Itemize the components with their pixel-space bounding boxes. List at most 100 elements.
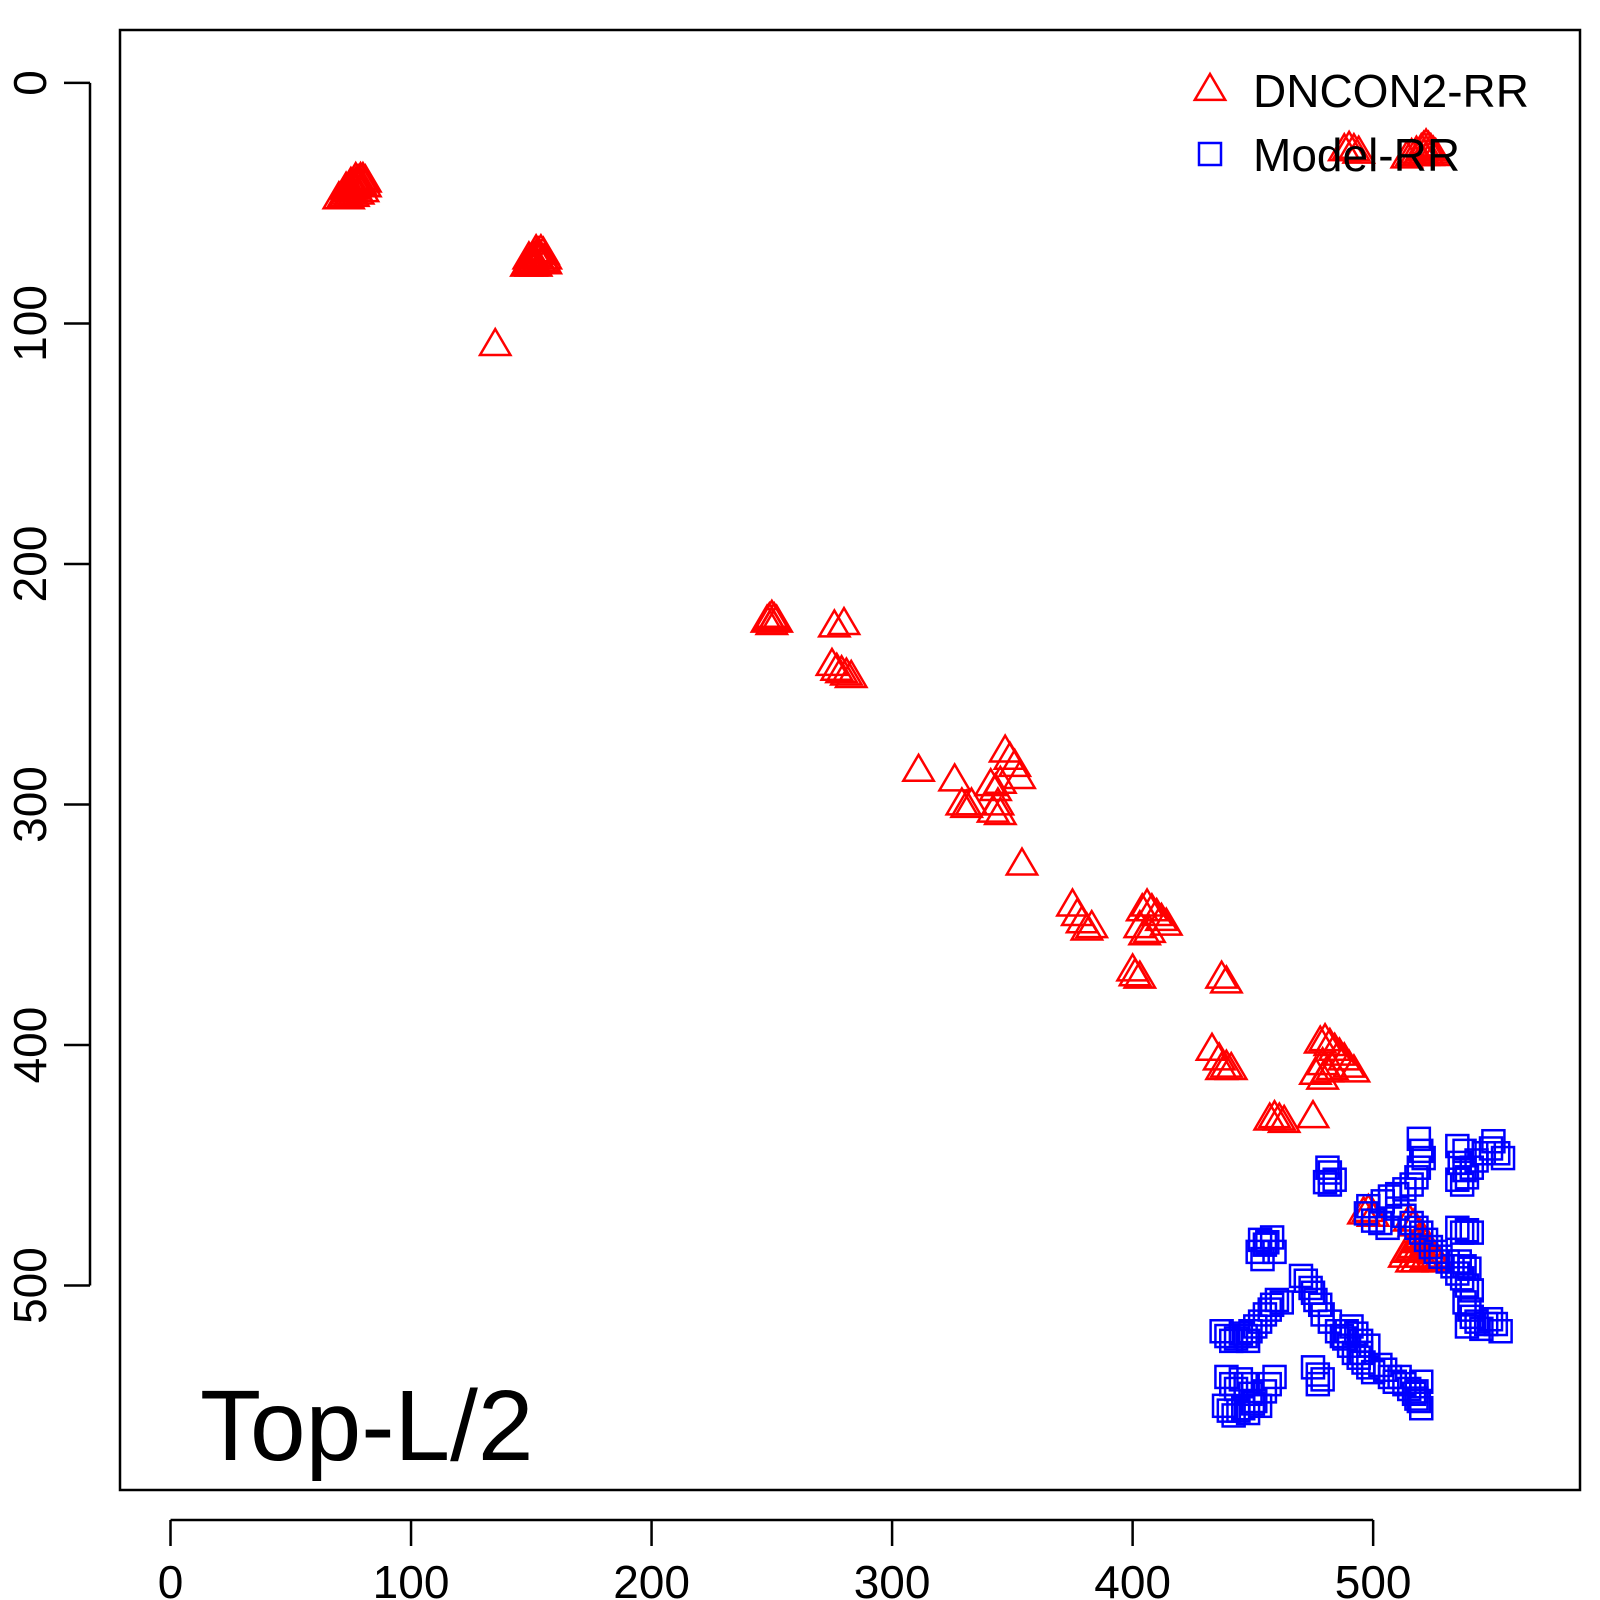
data-point-triangle bbox=[949, 788, 985, 819]
data-point-triangle bbox=[754, 605, 790, 636]
data-point-square bbox=[1252, 1232, 1278, 1257]
data-point-square bbox=[1454, 1314, 1480, 1339]
data-point-triangle bbox=[333, 165, 369, 196]
data-point-triangle bbox=[1209, 1048, 1244, 1078]
data-point-triangle bbox=[1144, 901, 1179, 932]
data-point-triangle bbox=[829, 656, 864, 686]
data-point-triangle bbox=[340, 167, 376, 198]
data-point-square bbox=[1406, 1388, 1432, 1414]
x-tick-label: 100 bbox=[373, 1556, 450, 1600]
data-point-square bbox=[1255, 1230, 1280, 1255]
data-point-square bbox=[1262, 1239, 1287, 1265]
data-point-triangle bbox=[1209, 964, 1244, 994]
data-point-triangle bbox=[826, 605, 862, 636]
legend-label: DNCON2-RR bbox=[1253, 65, 1529, 117]
data-point-square bbox=[1231, 1395, 1256, 1421]
data-point-square bbox=[1233, 1323, 1258, 1349]
data-point-square bbox=[1449, 1172, 1475, 1197]
data-point-triangle bbox=[1127, 915, 1163, 946]
data-point-square bbox=[1406, 1155, 1432, 1180]
data-point-triangle bbox=[997, 747, 1033, 778]
data-point-triangle bbox=[1117, 956, 1153, 987]
series-dncon2-rr bbox=[321, 126, 1456, 1273]
data-point-square bbox=[1218, 1328, 1244, 1354]
data-point-triangle bbox=[1331, 129, 1367, 160]
data-point-triangle bbox=[1336, 1053, 1372, 1083]
data-point-square bbox=[1411, 1145, 1436, 1171]
data-point-triangle bbox=[824, 653, 859, 684]
data-point-square bbox=[1238, 1319, 1263, 1344]
data-point-square bbox=[1454, 1217, 1480, 1243]
series-layer bbox=[321, 126, 1516, 1428]
data-point-square bbox=[1399, 1172, 1424, 1197]
x-axis: 0 100 200 300 400 500 bbox=[158, 1518, 1412, 1600]
data-point-square bbox=[1310, 1367, 1335, 1392]
data-point-square bbox=[1452, 1254, 1477, 1279]
data-point-square bbox=[1269, 1290, 1294, 1315]
data-point-square bbox=[1264, 1287, 1290, 1313]
data-point-triangle bbox=[525, 242, 561, 273]
data-point-triangle bbox=[1148, 906, 1184, 936]
data-point-square bbox=[1445, 1215, 1470, 1241]
data-point-square bbox=[1226, 1398, 1251, 1423]
data-point-square bbox=[1447, 1249, 1472, 1274]
data-point-square bbox=[1457, 1256, 1482, 1281]
data-point-square bbox=[1490, 1145, 1516, 1171]
legend-marker-square bbox=[1197, 141, 1223, 167]
data-point-triangle bbox=[1201, 1040, 1237, 1071]
data-point-square bbox=[1334, 1319, 1359, 1344]
data-point-square bbox=[1257, 1371, 1282, 1397]
y-tick-label: 400 bbox=[4, 1007, 56, 1084]
data-point-triangle bbox=[1305, 1060, 1341, 1090]
data-point-square bbox=[1329, 1323, 1355, 1349]
data-point-triangle bbox=[518, 232, 554, 263]
data-point-square bbox=[1409, 1395, 1434, 1421]
data-point-square bbox=[1317, 1172, 1343, 1197]
data-point-square bbox=[1322, 1167, 1347, 1192]
data-point-triangle bbox=[954, 786, 989, 816]
y-tick-label: 0 bbox=[4, 70, 56, 96]
x-tick-label: 300 bbox=[854, 1556, 931, 1600]
y-tick-label: 500 bbox=[4, 1247, 56, 1324]
data-point-square bbox=[1469, 1316, 1494, 1342]
series-model-rr bbox=[1209, 1126, 1516, 1428]
x-tick-label: 500 bbox=[1335, 1556, 1412, 1600]
data-point-square bbox=[1445, 1167, 1470, 1192]
data-point-square bbox=[1404, 1386, 1429, 1411]
data-point-triangle bbox=[1295, 1098, 1331, 1129]
data-point-square bbox=[1312, 1169, 1338, 1195]
data-point-square bbox=[1488, 1319, 1513, 1344]
data-point-triangle bbox=[1132, 913, 1167, 944]
data-point-square bbox=[1233, 1371, 1258, 1397]
data-point-triangle bbox=[1074, 908, 1110, 939]
data-point-square bbox=[1485, 1141, 1511, 1166]
legend: DNCON2-RR Model-RR bbox=[1192, 65, 1529, 181]
data-point-square bbox=[1307, 1292, 1333, 1318]
data-point-square bbox=[1303, 1287, 1328, 1313]
y-tick-label: 100 bbox=[4, 285, 56, 362]
data-point-square bbox=[1409, 1369, 1434, 1395]
data-point-triangle bbox=[1257, 1098, 1292, 1129]
plot-frame bbox=[118, 28, 1582, 1492]
data-point-square bbox=[1339, 1314, 1364, 1339]
data-point-square bbox=[1353, 1201, 1379, 1226]
data-point-square bbox=[1418, 1234, 1444, 1260]
data-point-triangle bbox=[937, 761, 973, 792]
data-point-square bbox=[1454, 1273, 1480, 1298]
data-point-square bbox=[1409, 1138, 1434, 1164]
data-point-triangle bbox=[1194, 1031, 1230, 1062]
data-point-triangle bbox=[982, 795, 1018, 826]
legend-marker-triangle bbox=[1192, 71, 1228, 102]
data-point-triangle bbox=[1002, 759, 1037, 790]
chart-annotation: Top-L/2 bbox=[200, 1370, 534, 1482]
data-point-square bbox=[1368, 1210, 1393, 1236]
data-point-triangle bbox=[1213, 1050, 1249, 1081]
data-point-square bbox=[1305, 1371, 1331, 1397]
x-tick-label: 400 bbox=[1094, 1556, 1171, 1600]
y-tick-label: 200 bbox=[4, 526, 56, 603]
data-point-triangle bbox=[759, 603, 795, 633]
data-point-triangle bbox=[833, 658, 869, 689]
data-point-triangle bbox=[1331, 1048, 1367, 1078]
data-point-triangle bbox=[1261, 1101, 1297, 1131]
